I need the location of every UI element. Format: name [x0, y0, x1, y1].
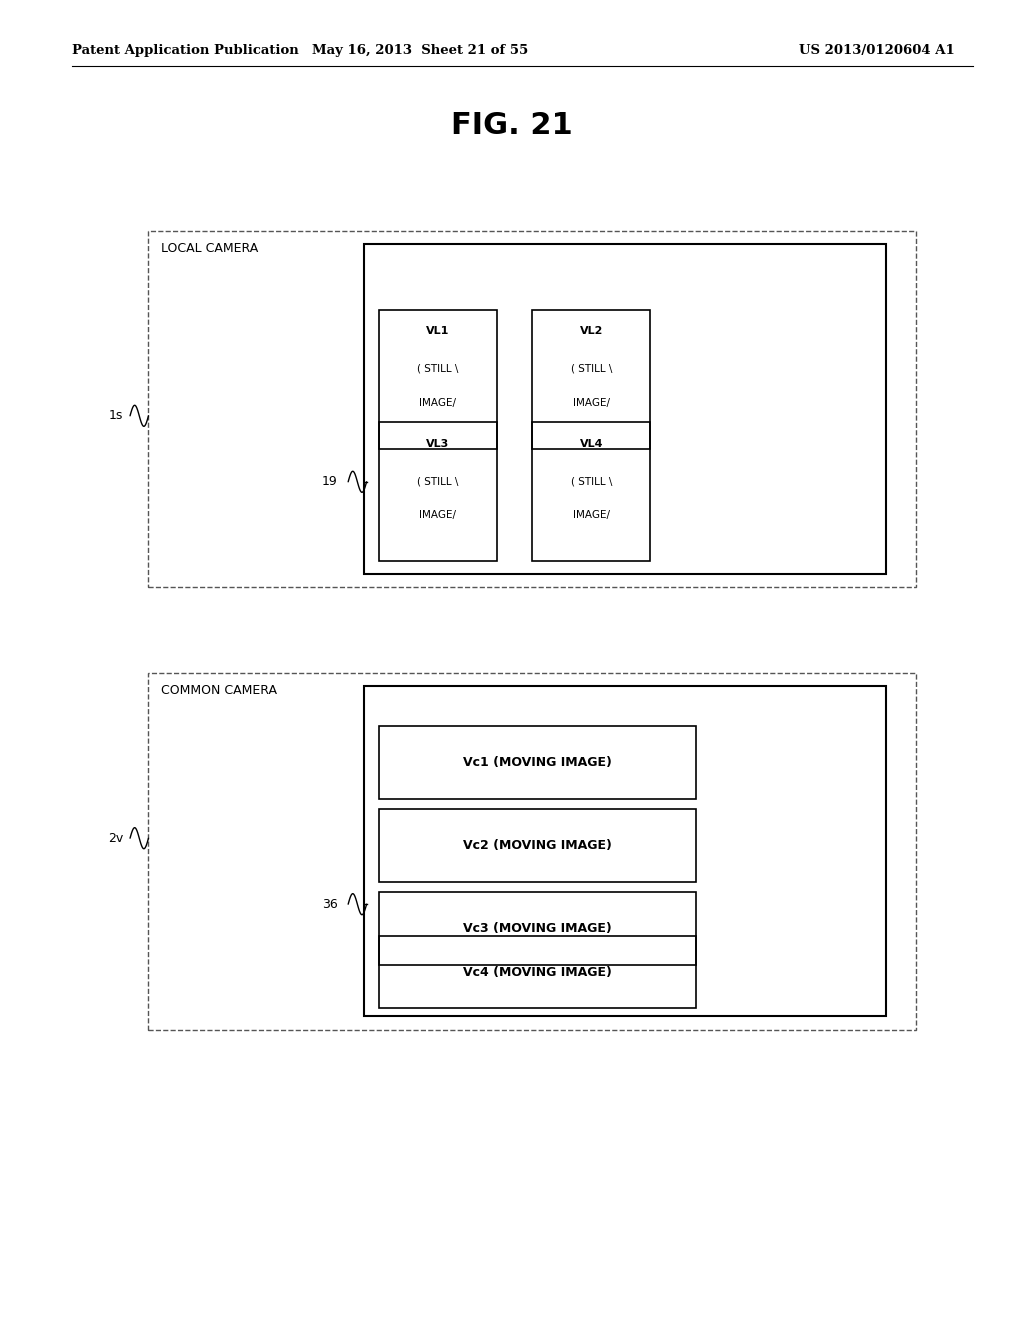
Text: Patent Application Publication: Patent Application Publication	[72, 44, 298, 57]
Text: IMAGE/: IMAGE/	[572, 399, 610, 408]
Text: 19: 19	[323, 475, 338, 488]
Text: 1s: 1s	[109, 409, 123, 422]
Text: ( STILL \: ( STILL \	[417, 364, 459, 374]
Bar	[379, 892, 696, 965]
Bar	[148, 231, 916, 587]
Text: ( STILL \: ( STILL \	[570, 364, 612, 374]
Bar	[364, 686, 886, 1016]
Bar	[379, 809, 696, 882]
Text: COMMON CAMERA: COMMON CAMERA	[161, 684, 276, 697]
Text: Vc4 (MOVING IMAGE): Vc4 (MOVING IMAGE)	[463, 966, 612, 978]
Text: Vc3 (MOVING IMAGE): Vc3 (MOVING IMAGE)	[463, 923, 612, 935]
Text: Vc2 (MOVING IMAGE): Vc2 (MOVING IMAGE)	[463, 840, 612, 851]
Text: 2v: 2v	[108, 832, 123, 845]
Bar	[379, 936, 696, 1008]
Text: ( STILL \: ( STILL \	[417, 477, 459, 486]
Bar	[379, 310, 497, 449]
Text: May 16, 2013  Sheet 21 of 55: May 16, 2013 Sheet 21 of 55	[311, 44, 528, 57]
Text: VL4: VL4	[580, 438, 603, 449]
Text: ( STILL \: ( STILL \	[570, 477, 612, 486]
Text: VL1: VL1	[426, 326, 450, 337]
Bar	[148, 673, 916, 1030]
Text: VL2: VL2	[580, 326, 603, 337]
Text: IMAGE/: IMAGE/	[419, 511, 457, 520]
Text: LOCAL CAMERA: LOCAL CAMERA	[161, 242, 258, 255]
Text: FIG. 21: FIG. 21	[452, 111, 572, 140]
Bar	[379, 422, 497, 561]
Text: Vc1 (MOVING IMAGE): Vc1 (MOVING IMAGE)	[463, 756, 612, 768]
Bar	[532, 310, 650, 449]
Text: US 2013/0120604 A1: US 2013/0120604 A1	[799, 44, 954, 57]
Bar	[379, 726, 696, 799]
Text: 36: 36	[323, 898, 338, 911]
Bar	[532, 422, 650, 561]
Text: IMAGE/: IMAGE/	[419, 399, 457, 408]
Text: VL3: VL3	[426, 438, 450, 449]
Bar	[364, 244, 886, 574]
Text: IMAGE/: IMAGE/	[572, 511, 610, 520]
